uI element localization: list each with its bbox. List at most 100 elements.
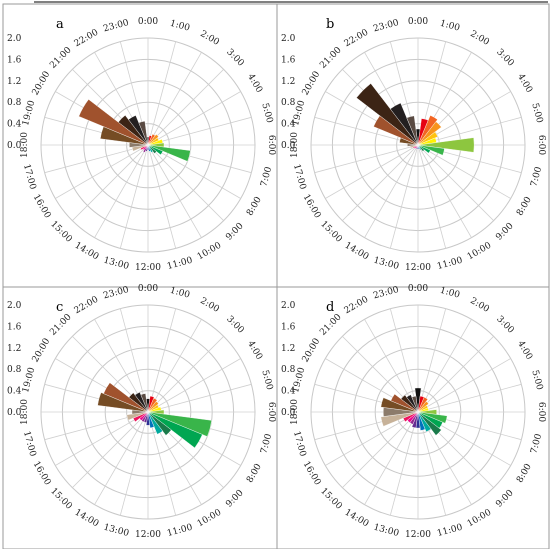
- hour-label: 12:00: [405, 263, 431, 273]
- hour-label: 11:00: [436, 523, 464, 539]
- hour-label: 2:00: [468, 29, 491, 48]
- grid-spoke: [147, 41, 177, 146]
- grid-spoke: [364, 411, 419, 505]
- hour-label: 4:00: [515, 339, 534, 362]
- hour-label: 4:00: [245, 72, 264, 95]
- hour-label: 13:00: [372, 256, 400, 272]
- bar-hour-3: [417, 401, 429, 413]
- hour-label: 5:00: [259, 102, 274, 124]
- grid-spoke: [417, 144, 447, 249]
- hour-label: 22:00: [73, 28, 101, 50]
- hour-label: 15:00: [318, 219, 344, 245]
- radial-tick-label: 2.0: [281, 34, 296, 44]
- hour-label: 12:00: [135, 263, 161, 273]
- hour-label: 15:00: [318, 486, 344, 512]
- hour-label: 16:00: [31, 193, 53, 221]
- bar-hour-7: [147, 411, 212, 437]
- grid-spoke: [417, 319, 472, 413]
- hour-label: 13:00: [372, 523, 400, 539]
- hour-label: 21:00: [48, 45, 74, 71]
- bar-hour-11: [147, 144, 151, 152]
- hour-label: 14:00: [343, 508, 371, 530]
- bar-hour-10: [147, 144, 154, 153]
- radial-tick-label: 0.8: [7, 365, 22, 375]
- panel-d: 0.0 0.4 0.8 1.2 1.6 2.0 0:00 1:00 2:003:00 4:00 5:…: [276, 284, 550, 549]
- hour-label: 1:00: [439, 19, 461, 34]
- panel-label: d: [326, 300, 334, 315]
- grid-spoke: [44, 144, 149, 174]
- hour-label: 10:00: [466, 241, 494, 263]
- hour-label: 13:00: [102, 256, 130, 272]
- grid-spoke: [147, 116, 252, 146]
- panel-a: 0.0 0.4 0.8 1.2 1.6 2.0 0:00 1:00 2:003:00 4:00 5:…: [2, 3, 278, 288]
- hour-label: 7:00: [259, 166, 274, 188]
- bar-hour-3: [147, 134, 159, 146]
- grid-spoke: [325, 144, 419, 199]
- bar-hour-21: [118, 115, 149, 146]
- grid-spoke: [147, 336, 224, 413]
- radial-tick-label: 1.2: [7, 344, 21, 354]
- radial-tick-label: 0.0: [281, 141, 296, 151]
- bar-hour-11: [147, 411, 155, 429]
- panel-label: a: [56, 17, 64, 32]
- radial-tick-label: 1.6: [7, 322, 22, 332]
- hour-label: 6:00: [536, 402, 546, 422]
- hour-label: 11:00: [166, 256, 194, 272]
- radial-tick-label: 0.4: [281, 120, 296, 130]
- bar-hour-10: [417, 411, 432, 433]
- radial-tick-label: 0.4: [7, 120, 22, 130]
- grid-spoke: [417, 358, 511, 413]
- bar-hour-20: [390, 393, 419, 413]
- bar-hour-9: [417, 411, 442, 436]
- radial-tick-label: 2.0: [7, 301, 22, 311]
- bar-hour-21: [400, 394, 419, 413]
- hour-label: 18:00: [290, 132, 300, 158]
- bar-hour-9: [417, 144, 425, 152]
- radial-tick-label: 0.0: [7, 141, 22, 151]
- bar-hour-19: [380, 397, 419, 413]
- hour-label: 22:00: [343, 28, 371, 50]
- bar-hour-22: [128, 115, 149, 146]
- hour-label: 7:00: [259, 433, 274, 455]
- radial-tick-label: 1.2: [7, 77, 21, 87]
- hour-label: 11:00: [166, 523, 194, 539]
- grid-spoke: [55, 144, 149, 199]
- bar-hour-3: [417, 121, 442, 146]
- hour-label: 5:00: [259, 369, 274, 391]
- bar-hour-23: [406, 115, 419, 146]
- hour-label: 21:00: [318, 312, 344, 338]
- hour-label: 8:00: [515, 195, 534, 218]
- hour-label: 8:00: [245, 195, 264, 218]
- hour-label: 11:00: [436, 256, 464, 272]
- hour-label: 16:00: [301, 460, 323, 488]
- grid-spoke: [147, 319, 202, 413]
- grid-spoke: [147, 411, 177, 516]
- hour-label: 12:00: [135, 530, 161, 540]
- radial-tick-label: 0.8: [281, 98, 296, 108]
- grid-spoke: [389, 144, 419, 249]
- hour-label: 18:00: [20, 132, 30, 158]
- hour-label: 19:00: [21, 366, 37, 394]
- hour-label: 4:00: [515, 72, 534, 95]
- hour-label: 0:00: [138, 284, 158, 294]
- hour-label: 10:00: [196, 508, 224, 530]
- grid-spoke: [147, 144, 202, 238]
- hour-label: 18:00: [20, 399, 30, 425]
- hour-label: 17:00: [21, 430, 37, 458]
- bar-hour-2: [417, 396, 429, 413]
- bar-hour-2: [147, 397, 158, 413]
- radial-tick-label: 0.4: [7, 387, 22, 397]
- radial-tick-label: 0.0: [7, 408, 22, 418]
- bar-hour-9: [147, 411, 172, 436]
- hour-label: 19:00: [21, 99, 37, 127]
- bar-hour-23: [140, 393, 149, 413]
- hour-label: 7:00: [529, 166, 544, 188]
- hour-label: 9:00: [494, 221, 516, 243]
- bar-hour-10: [147, 411, 163, 435]
- grid-spoke: [417, 383, 522, 413]
- hour-label: 5:00: [529, 369, 544, 391]
- hour-label: 20:00: [301, 337, 323, 365]
- bar-hour-11: [417, 411, 426, 431]
- hour-label: 6:00: [536, 135, 546, 155]
- hour-label: 14:00: [73, 241, 101, 263]
